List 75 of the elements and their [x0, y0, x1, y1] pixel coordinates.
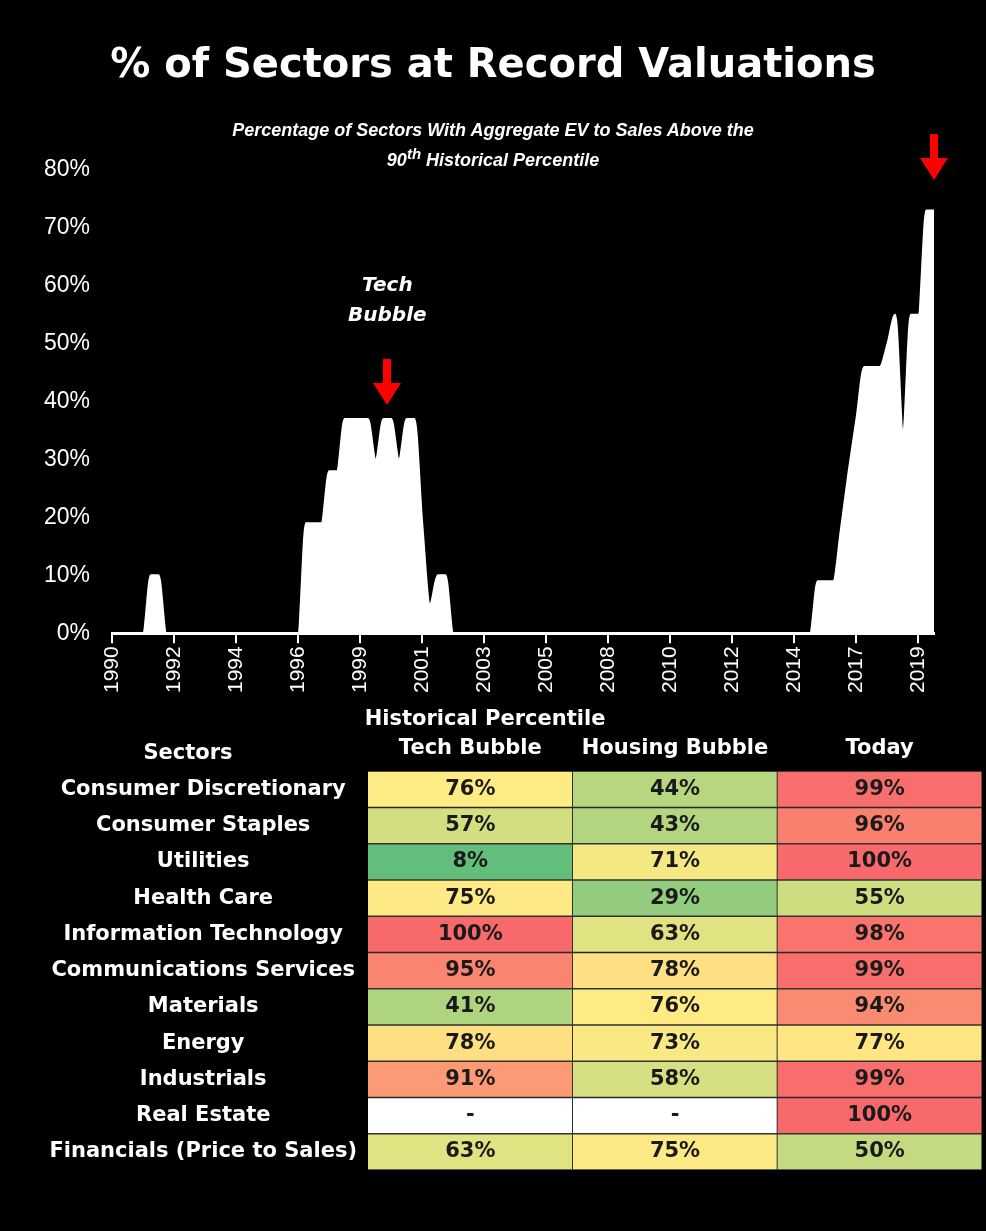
y-tick-label: Materials — [147, 993, 259, 1018]
data-label: 50% — [854, 1138, 905, 1163]
data-label: 96% — [854, 812, 905, 837]
y-tick-label: Utilities — [156, 848, 250, 873]
data-label: 99% — [854, 957, 905, 982]
y-tick-label: 80% — [43, 155, 91, 182]
chart-subtitle: Percentage of Sectors With Aggregate EV to Sales Above the 90$^{th}$ Historical Percentile — [231, 119, 755, 172]
data-label: 57% — [445, 812, 496, 837]
data-label: 78% — [649, 957, 701, 982]
x-tick-label: 1994 — [222, 645, 246, 693]
x-tick-label: 2010 — [657, 646, 681, 693]
y-tick-label: Financials (Price to Sales) — [49, 1138, 358, 1163]
data-label: 77% — [854, 1029, 905, 1054]
text: - — [670, 1102, 680, 1127]
data-label: 100% — [437, 920, 503, 945]
chart-title: % of Sectors at Record Valuations — [109, 40, 877, 86]
data-label: 63% — [445, 1138, 496, 1163]
x-tick-label: 1990 — [98, 646, 122, 693]
data-label: 43% — [649, 812, 701, 837]
x-tick-label: Today — [845, 735, 915, 760]
data-label: 91% — [445, 1065, 496, 1090]
x-tick-label: 1999 — [346, 646, 370, 693]
y-tick-label: 40% — [43, 386, 91, 413]
data-label: 98% — [854, 920, 905, 945]
y-tick-label: Industrials — [139, 1065, 267, 1090]
y-tick-label: 20% — [43, 502, 91, 529]
data-label: 63% — [649, 920, 701, 945]
data-label: 8% — [452, 848, 489, 873]
y-tick-label: 10% — [43, 560, 91, 587]
data-label: 29% — [649, 884, 701, 909]
data-label: 58% — [649, 1065, 701, 1090]
x-tick-label: Housing Bubble — [581, 735, 769, 760]
x-tick-label: 2017 — [843, 646, 867, 693]
data-label: 75% — [445, 884, 496, 909]
x-tick-label: 2014 — [781, 645, 805, 693]
data-label: 76% — [445, 775, 496, 800]
annotation: Tech Bubble — [348, 272, 427, 327]
y-tick-label: Health Care — [133, 884, 274, 909]
x-tick-label: 2001 — [409, 646, 433, 693]
data-label: 95% — [445, 957, 496, 982]
y-tick-label: 60% — [43, 271, 91, 298]
x-tick-label: 2012 — [719, 646, 743, 693]
data-label: 100% — [847, 1102, 913, 1127]
x-tick-label: Tech Bubble — [398, 735, 542, 760]
y-tick-label: 50% — [43, 329, 91, 356]
data-label: 94% — [854, 993, 905, 1018]
y-tick-label: Communications Services — [51, 957, 355, 982]
y-tick-label: 0% — [56, 618, 91, 645]
y-tick-label: Energy — [161, 1029, 245, 1054]
chart-title: Historical Percentile — [364, 706, 606, 731]
data-label: 99% — [854, 1065, 905, 1090]
data-label: 41% — [445, 993, 496, 1018]
data-label: 71% — [649, 848, 701, 873]
data-label: 78% — [445, 1029, 496, 1054]
text: - — [465, 1102, 475, 1127]
y-tick-label: Consumer Staples — [96, 812, 311, 837]
x-tick-label: 2003 — [471, 646, 495, 693]
y-tick-label: Information Technology — [63, 920, 344, 945]
data-label: 75% — [649, 1138, 701, 1163]
data-label: 76% — [649, 993, 701, 1018]
y-tick-label: Consumer Discretionary — [60, 775, 347, 800]
x-tick-label: 1992 — [160, 646, 184, 693]
y-tick-label: 30% — [43, 444, 91, 471]
y-tick-label: 70% — [43, 213, 91, 240]
y-tick-label: Real Estate — [135, 1102, 271, 1127]
data-label: 44% — [649, 775, 701, 800]
x-tick-label: 2008 — [595, 646, 619, 693]
data-label: 55% — [854, 884, 905, 909]
x-tick-label: 2019 — [905, 646, 929, 693]
data-label: 100% — [847, 848, 913, 873]
x-tick-label: 1996 — [284, 646, 308, 693]
y-axis-title: Sectors — [143, 739, 233, 764]
data-label: 73% — [649, 1029, 701, 1054]
x-tick-label: 2005 — [533, 646, 557, 693]
data-label: 99% — [854, 775, 905, 800]
